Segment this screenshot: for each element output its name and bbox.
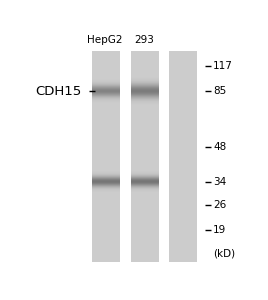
Text: 85: 85 (213, 86, 226, 96)
Text: 34: 34 (213, 176, 226, 187)
Text: CDH15: CDH15 (36, 85, 82, 98)
Text: 48: 48 (213, 142, 226, 152)
Text: 117: 117 (213, 61, 233, 71)
Text: 293: 293 (135, 35, 155, 45)
Text: 19: 19 (213, 225, 226, 235)
Text: HepG2: HepG2 (87, 35, 123, 45)
Text: (kD): (kD) (213, 248, 235, 258)
Text: 26: 26 (213, 200, 226, 210)
